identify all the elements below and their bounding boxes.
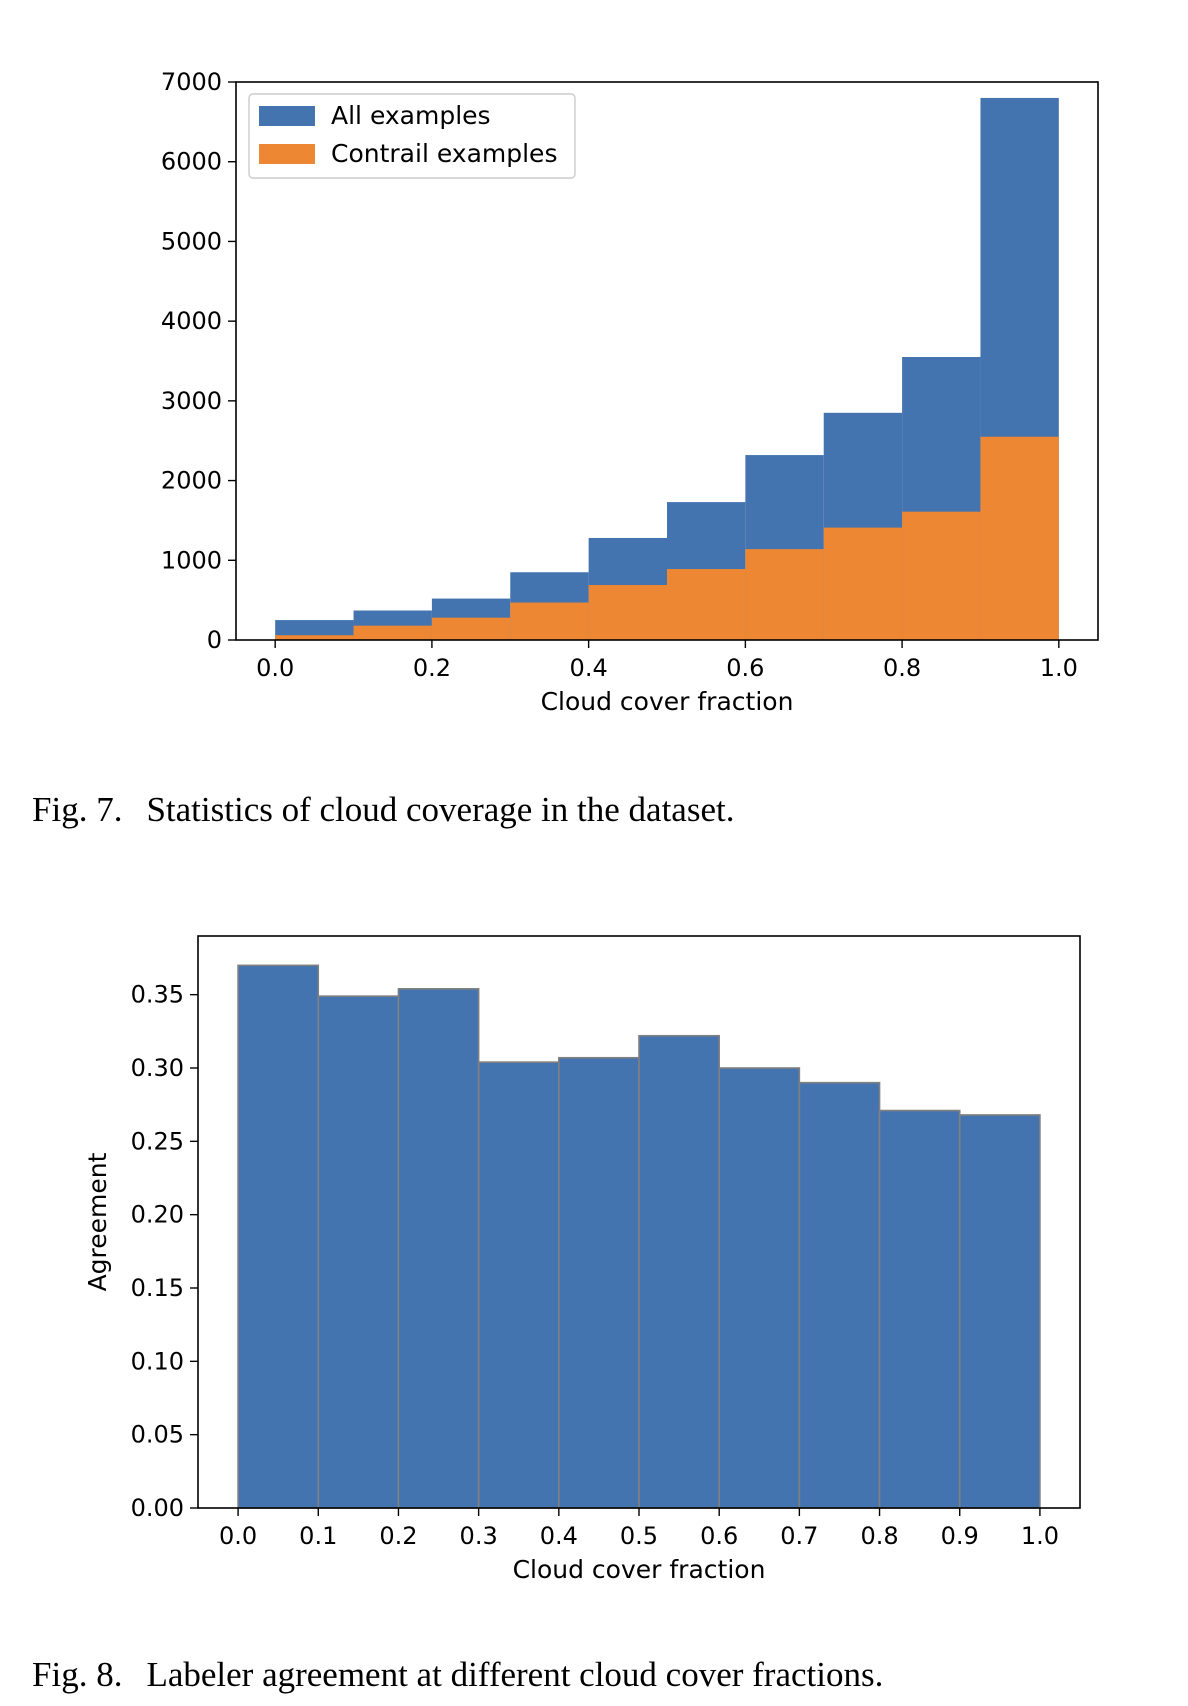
x-tick-label: 1.0 bbox=[1040, 654, 1078, 682]
x-tick-label: 0.6 bbox=[726, 654, 764, 682]
legend-swatch-0 bbox=[259, 106, 315, 126]
y-tick-label: 2000 bbox=[161, 467, 222, 495]
legend-label-0: All examples bbox=[331, 101, 491, 130]
x-axis-label: Cloud cover fraction bbox=[541, 687, 794, 716]
x-tick-label: 0.9 bbox=[941, 1522, 979, 1550]
bar-s1-1 bbox=[353, 625, 432, 640]
y-tick-label: 1000 bbox=[161, 546, 222, 574]
bar-s1-0 bbox=[275, 635, 354, 640]
fig8-caption: Fig. 8. Labeler agreement at different cl… bbox=[32, 1655, 883, 1695]
legend-box bbox=[248, 93, 576, 179]
bar-7 bbox=[798, 1081, 881, 1509]
y-tick-label: 0.05 bbox=[131, 1421, 184, 1449]
y-tick-label: 0.15 bbox=[131, 1274, 184, 1302]
x-tick-label: 0.1 bbox=[299, 1522, 337, 1550]
x-tick-label: 0.5 bbox=[620, 1522, 658, 1550]
bar-s1-6 bbox=[745, 549, 824, 640]
bar-s1-8 bbox=[902, 511, 981, 640]
y-tick-label: 0 bbox=[207, 626, 222, 654]
x-tick-label: 0.6 bbox=[700, 1522, 738, 1550]
fig8-caption-text: Labeler agreement at different cloud cov… bbox=[146, 1655, 884, 1694]
y-tick-label: 6000 bbox=[161, 148, 222, 176]
fig7-caption-label: Fig. 7. bbox=[32, 790, 123, 829]
y-tick-label: 0.25 bbox=[131, 1127, 184, 1155]
bar-6 bbox=[718, 1067, 801, 1509]
x-tick-label: 0.4 bbox=[570, 654, 608, 682]
y-tick-label: 0.10 bbox=[131, 1347, 184, 1375]
y-tick-label: 0.30 bbox=[131, 1054, 184, 1082]
legend-label-1: Contrail examples bbox=[331, 139, 557, 168]
y-tick-label: 0.20 bbox=[131, 1201, 184, 1229]
bar-2 bbox=[397, 988, 480, 1509]
bar-s1-2 bbox=[431, 617, 511, 640]
bar-s1-4 bbox=[588, 584, 667, 640]
fig8-caption-label: Fig. 8. bbox=[32, 1655, 123, 1694]
fig8-chart: 0.0 0.1 0.2 0.3 0.4 0.5 0.6 0.7 0.8 0.9 1.0 0.00 0.0… bbox=[83, 935, 1081, 1584]
bar-0 bbox=[237, 964, 320, 1509]
x-axis-label: Cloud cover fraction bbox=[513, 1555, 766, 1584]
x-tick-label: 0.3 bbox=[460, 1522, 498, 1550]
x-tick-label: 0.8 bbox=[860, 1522, 898, 1550]
legend-swatch-1 bbox=[259, 144, 315, 164]
y-tick-label: 0.00 bbox=[131, 1494, 184, 1522]
x-tick-label: 0.4 bbox=[540, 1522, 578, 1550]
y-tick-label: 0.35 bbox=[131, 981, 184, 1009]
y-tick-label: 4000 bbox=[161, 307, 222, 335]
x-tick-label: 0.0 bbox=[256, 654, 294, 682]
bar-9 bbox=[958, 1114, 1041, 1509]
y-axis-label: Agreement bbox=[83, 1152, 112, 1291]
y-tick-label: 3000 bbox=[161, 387, 222, 415]
fig7-chart: 0.0 0.2 0.4 0.6 0.8 1.0 0 1000 2000 3000 4000 5000 6… bbox=[161, 68, 1099, 716]
fig7-caption: Fig. 7. Statistics of cloud coverage in t… bbox=[32, 790, 734, 830]
x-tick-label: 0.7 bbox=[780, 1522, 818, 1550]
bar-1 bbox=[317, 995, 400, 1509]
y-tick-label: 7000 bbox=[161, 68, 222, 96]
bar-s1-5 bbox=[667, 569, 746, 640]
bar-3 bbox=[477, 1061, 560, 1509]
plot-frame bbox=[235, 81, 1099, 641]
x-tick-label: 0.8 bbox=[883, 654, 921, 682]
bar-s1-3 bbox=[510, 602, 589, 640]
bar-8 bbox=[878, 1109, 961, 1509]
x-tick-label: 1.0 bbox=[1021, 1522, 1059, 1550]
bar-4 bbox=[558, 1056, 640, 1509]
x-tick-label: 0.2 bbox=[379, 1522, 417, 1550]
x-tick-label: 0.0 bbox=[219, 1522, 257, 1550]
bar-s1-9 bbox=[980, 436, 1059, 640]
bar-s0-0 bbox=[275, 620, 354, 640]
fig7-caption-text: Statistics of cloud coverage in the data… bbox=[146, 790, 735, 829]
bar-5 bbox=[638, 1034, 720, 1509]
x-tick-label: 0.2 bbox=[413, 654, 451, 682]
bar-s1-7 bbox=[823, 527, 903, 640]
y-tick-label: 5000 bbox=[161, 227, 222, 255]
